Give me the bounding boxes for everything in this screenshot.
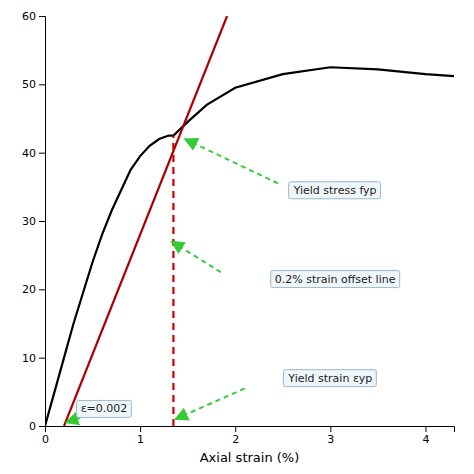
tick-label: 0 bbox=[29, 420, 36, 433]
tick-mark bbox=[140, 426, 141, 432]
tick: 20 bbox=[22, 283, 45, 296]
annotation-box bbox=[271, 271, 400, 288]
annotation: Yield strain εyp bbox=[283, 370, 376, 387]
tick: 3 bbox=[327, 426, 334, 446]
tick-label: 4 bbox=[422, 433, 429, 446]
annotation-text: ε=0.002 bbox=[81, 402, 128, 415]
chart: 012340102030405060Axial strain (%)Yield … bbox=[0, 0, 474, 474]
tick-mark bbox=[39, 16, 45, 17]
axis-line bbox=[46, 427, 455, 433]
tick-label: 2 bbox=[232, 433, 239, 446]
tick-label: 1 bbox=[137, 433, 144, 446]
tick-mark bbox=[39, 153, 45, 154]
tick-mark bbox=[39, 426, 45, 427]
annotation-arrow bbox=[185, 139, 278, 183]
annotation-box bbox=[77, 400, 132, 417]
annotation-text: 0.2% strain offset line bbox=[275, 273, 396, 286]
series-line bbox=[172, 136, 174, 426]
tick: 40 bbox=[22, 147, 45, 160]
tick: 0 bbox=[42, 426, 49, 446]
tick: 4 bbox=[422, 426, 429, 446]
annotation-arrow bbox=[172, 242, 221, 273]
tick: 0 bbox=[29, 420, 45, 433]
annotation: ε=0.002 bbox=[77, 400, 132, 417]
annotation-arrow bbox=[175, 388, 244, 419]
annotation-box bbox=[283, 370, 376, 387]
tick-label: 20 bbox=[22, 283, 36, 296]
tick-mark bbox=[39, 221, 45, 222]
tick-mark bbox=[235, 426, 236, 432]
annotation: Yield stress fyp bbox=[289, 182, 381, 199]
tick: 60 bbox=[22, 10, 45, 23]
annotation-box bbox=[289, 182, 381, 199]
y-axis: 0 10 20 30 40 50 60 bbox=[22, 10, 46, 433]
tick-label: 10 bbox=[22, 352, 36, 365]
annotation-text: Yield stress fyp bbox=[293, 184, 377, 197]
tick-mark bbox=[39, 84, 45, 85]
tick-label: 3 bbox=[327, 433, 334, 446]
x-axis-title: Axial strain (%) bbox=[200, 450, 300, 465]
series-line bbox=[64, 16, 227, 426]
tick-label: 40 bbox=[22, 147, 36, 160]
tick-label: 60 bbox=[22, 10, 36, 23]
tick-label: 30 bbox=[22, 215, 36, 228]
tick: 50 bbox=[22, 78, 45, 91]
tick-label: 50 bbox=[22, 78, 36, 91]
plot-area bbox=[45, 16, 454, 426]
tick: 1 bbox=[137, 426, 144, 446]
tick-label: 0 bbox=[42, 433, 49, 446]
series-line bbox=[45, 67, 454, 426]
tick: 2 bbox=[232, 426, 239, 446]
annotation-text: Yield strain εyp bbox=[287, 372, 372, 385]
tick: 10 bbox=[22, 352, 45, 365]
axis-line bbox=[39, 17, 46, 427]
annotations: Yield stress fyp 0.2% strain offset line Y… bbox=[66, 139, 400, 423]
tick-mark bbox=[425, 426, 426, 432]
tick: 30 bbox=[22, 215, 45, 228]
annotation: 0.2% strain offset line bbox=[271, 271, 400, 288]
tick-mark bbox=[39, 289, 45, 290]
tick-mark bbox=[39, 358, 45, 359]
tick-mark bbox=[330, 426, 331, 432]
x-axis: 0 1 2 3 4 bbox=[42, 426, 455, 446]
